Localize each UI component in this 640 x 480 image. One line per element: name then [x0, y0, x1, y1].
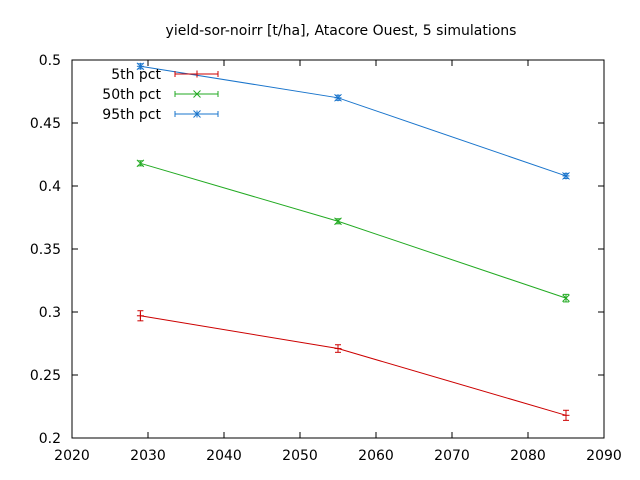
legend-item: 50th pct [102, 87, 219, 103]
x-tick-label: 2050 [282, 448, 318, 464]
legend-label: 50th pct [102, 87, 161, 103]
data-point [136, 62, 145, 71]
x-axis: 2020 2030 2040 2050 2060 2070 2080 2090 [54, 60, 622, 464]
y-tick-label: 0.4 [39, 179, 61, 195]
series-50th-pct [136, 159, 570, 303]
y-axis: 0.2 0.25 0.3 0.35 0.4 0.45 0.5 [30, 53, 604, 447]
x-tick-label: 2020 [54, 448, 90, 464]
x-tick-label: 2090 [586, 448, 622, 464]
legend-sample [174, 70, 219, 78]
series-line [140, 162, 567, 299]
series-line [140, 315, 567, 416]
legend-marker [193, 90, 201, 98]
series-5th-pct [136, 310, 570, 421]
series-layer [136, 62, 570, 421]
x-tick-label: 2060 [358, 448, 394, 464]
series-95th-pct [136, 62, 570, 180]
y-tick-label: 0.5 [39, 53, 61, 69]
legend-sample [174, 110, 219, 118]
legend: 5th pct 50th pct 95th pct [102, 67, 219, 123]
legend-sample [174, 90, 219, 98]
legend-marker [193, 110, 201, 118]
x-tick-label: 2080 [510, 448, 546, 464]
y-tick-label: 0.35 [30, 242, 61, 258]
legend-label: 5th pct [111, 67, 161, 83]
legend-marker [193, 70, 201, 78]
data-point [562, 411, 570, 419]
data-point [136, 312, 144, 320]
chart-title: yield-sor-noirr [t/ha], Atacore Ouest, 5… [166, 23, 517, 39]
data-point [562, 172, 570, 180]
data-point [334, 217, 342, 226]
data-point [136, 159, 145, 168]
data-point [562, 294, 570, 302]
legend-item: 5th pct [111, 67, 219, 83]
legend-label: 95th pct [102, 107, 161, 123]
series-line [140, 65, 567, 177]
y-tick-label: 0.2 [39, 431, 61, 447]
y-tick-label: 0.25 [30, 368, 61, 384]
data-point [334, 345, 342, 353]
x-tick-label: 2070 [434, 448, 470, 464]
x-tick-label: 2030 [130, 448, 166, 464]
legend-item: 95th pct [102, 107, 219, 123]
y-tick-label: 0.45 [30, 116, 61, 132]
x-tick-label: 2040 [206, 448, 242, 464]
y-tick-label: 0.3 [39, 305, 61, 321]
data-point [334, 93, 342, 102]
